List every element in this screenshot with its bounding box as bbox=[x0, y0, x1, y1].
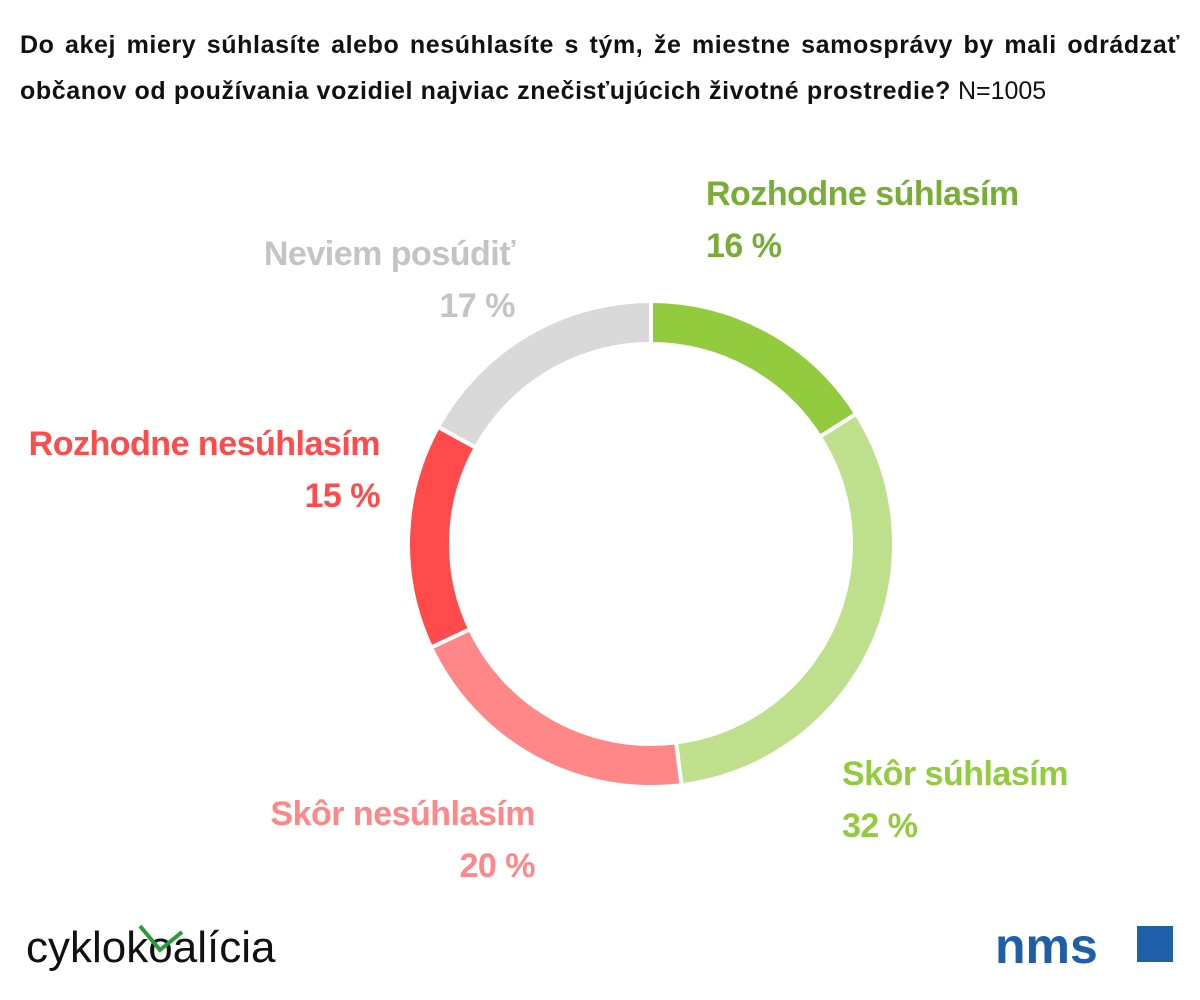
value-label: 17 % bbox=[440, 287, 516, 325]
logo-right: nms bbox=[995, 918, 1098, 974]
chart-title: Do akej miery súhlasíte alebo nesúhlasít… bbox=[20, 31, 1180, 105]
value-label: 15 % bbox=[305, 477, 381, 515]
value-label: 20 % bbox=[460, 847, 536, 885]
donut-segment bbox=[649, 298, 859, 440]
value-label: 16 % bbox=[706, 227, 782, 265]
logo-left: cyklokoalícia bbox=[26, 923, 276, 972]
donut-segment bbox=[673, 411, 896, 788]
logo-square bbox=[1137, 926, 1173, 962]
donut-segment bbox=[428, 626, 684, 789]
slice-label: Skôr súhlasím bbox=[842, 755, 1068, 793]
value-label: 32 % bbox=[842, 807, 918, 845]
donut-segment bbox=[406, 424, 479, 651]
slice-label: Rozhodne nesúhlasím bbox=[29, 425, 380, 463]
slice-label: Neviem posúdiť bbox=[264, 235, 516, 273]
chart-title-block: Do akej miery súhlasíte alebo nesúhlasít… bbox=[20, 22, 1180, 114]
logo-accent bbox=[138, 924, 184, 953]
chart-subtitle: N=1005 bbox=[957, 77, 1047, 105]
donut-segment bbox=[435, 298, 653, 451]
slice-label: Rozhodne súhlasím bbox=[706, 175, 1019, 213]
slice-label: Skôr nesúhlasím bbox=[270, 795, 535, 833]
